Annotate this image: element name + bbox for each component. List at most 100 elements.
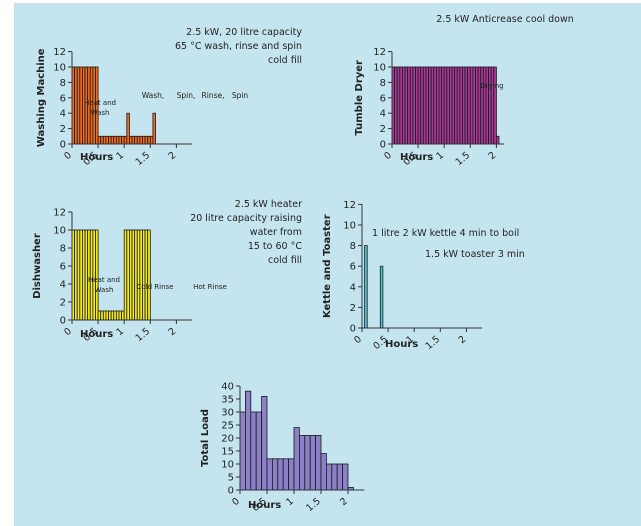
total-bar: [342, 463, 349, 491]
dryer-bar: [493, 66, 497, 145]
dryer-bar-label: Drying: [480, 82, 503, 90]
total-bar: [315, 434, 322, 491]
dishwasher-annotation: 2.5 kW heater: [235, 199, 302, 210]
total-bar: [304, 434, 311, 491]
total-y-label: Total Load: [200, 409, 211, 467]
total-y-tick-label: 5: [228, 473, 234, 484]
washing-y-tick-label: 10: [53, 63, 66, 74]
total-bar: [255, 411, 263, 491]
total-bar: [266, 458, 273, 491]
washing-bar-label: Rinse,: [202, 91, 225, 100]
dishwasher-y-tick-label: 4: [60, 280, 66, 291]
dryer-x-tick-label: 1.5: [454, 150, 473, 168]
total-bar: [250, 411, 257, 491]
dishwasher-x-tick-label: 1.5: [134, 326, 153, 344]
kettle-y-label: Kettle and Toaster: [322, 214, 333, 318]
washing-bar-label: Spin,: [177, 91, 196, 100]
kettle-y-tick-label: 6: [350, 262, 356, 273]
total-x-tick-label: 2: [338, 496, 350, 508]
dishwasher-y-tick-label: 6: [60, 262, 66, 273]
kettle-x-tick-label: 0: [352, 334, 364, 346]
washing-y-tick-label: 4: [60, 109, 66, 120]
dryer-y-tick-label: 8: [380, 78, 386, 89]
kettle-x-tick-label: 1.5: [424, 334, 443, 352]
figure-background: [14, 3, 641, 526]
dishwasher-bar: [147, 229, 151, 321]
total-x-label: Hours: [248, 500, 281, 511]
dishwasher-bar-label: Heat and: [88, 276, 120, 284]
dryer-bar: [495, 135, 500, 145]
washing-x-tick-label: 1: [114, 150, 126, 162]
washing-bar-label: Spin: [232, 91, 249, 100]
total-x-tick-label: 1: [284, 496, 296, 508]
total-bar: [282, 458, 290, 491]
dryer-x-tick-label: 2: [487, 150, 499, 162]
total-y-tick-label: 0: [228, 486, 234, 497]
kettle-y-tick-label: 0: [350, 324, 356, 335]
washing-bar-label: Wash,: [142, 91, 165, 100]
dryer-y-tick-label: 0: [380, 140, 386, 151]
kettle-bar: [379, 265, 384, 329]
kettle-annotation: 1 litre 2 kW kettle 4 min to boil: [372, 228, 519, 239]
dishwasher-annotation: water from: [250, 227, 302, 238]
dishwasher-y-tick-label: 0: [60, 316, 66, 327]
total-bar: [239, 411, 246, 491]
dryer-y-tick-label: 2: [380, 124, 386, 135]
kettle-x-label: Hours: [385, 339, 418, 350]
dishwasher-bar-label: Hot Rinse: [193, 283, 227, 291]
kettle-x-tick-label: 2: [457, 334, 469, 346]
dryer-y-tick-label: 4: [380, 109, 386, 120]
washing-annotation: 65 °C wash, rinse and spin: [175, 41, 302, 52]
dryer-x-tick-label: 1: [434, 150, 446, 162]
total-y-tick-label: 15: [221, 447, 234, 458]
total-bar: [288, 458, 295, 491]
dryer-annotation: 2.5 kW Anticrease cool down: [436, 14, 573, 25]
dishwasher-x-tick-label: 1: [114, 326, 126, 338]
kettle-y-tick-label: 10: [343, 221, 356, 232]
washing-x-tick-label: 1.5: [134, 150, 153, 168]
washing-bar: [152, 112, 156, 145]
dishwasher-y-tick-label: 10: [53, 226, 66, 237]
washing-annotation: cold fill: [268, 55, 302, 66]
total-bar: [298, 434, 306, 491]
dishwasher-x-tick-label: 2: [167, 326, 179, 338]
dishwasher-bar-label: Wash: [95, 286, 114, 294]
total-y-tick-label: 10: [221, 460, 234, 471]
dishwasher-x-tick-label: 0: [62, 326, 74, 338]
total-x-tick-label: 0: [230, 496, 242, 508]
dryer-y-label: Tumble Dryer: [354, 60, 365, 136]
total-bar: [336, 463, 344, 491]
dishwasher-bar: [95, 229, 99, 321]
total-bar: [271, 458, 279, 491]
kettle-annotation: 1.5 kW toaster 3 min: [425, 249, 525, 260]
washing-bar-label: Wash: [91, 109, 110, 117]
washing-y-tick-label: 12: [53, 47, 66, 58]
washing-bar-label: Heat and: [84, 99, 116, 107]
kettle-y-tick-label: 4: [350, 282, 356, 293]
dishwasher-bar-label: Cold Rinse: [137, 283, 174, 291]
dryer-x-label: Hours: [400, 152, 433, 163]
dishwasher-y-tick-label: 12: [53, 208, 66, 219]
total-x-tick-label: 1.5: [304, 496, 323, 514]
total-bar: [293, 427, 300, 491]
kettle-y-tick-label: 2: [350, 303, 356, 314]
kettle-x-tick-label: 1: [404, 334, 416, 346]
total-y-tick-label: 20: [221, 434, 234, 445]
total-bar: [261, 395, 268, 491]
total-y-tick-label: 35: [221, 395, 234, 406]
kettle-bar: [364, 245, 368, 329]
dryer-y-tick-label: 6: [380, 93, 386, 104]
dishwasher-y-tick-label: 2: [60, 298, 66, 309]
kettle-y-tick-label: 12: [343, 200, 356, 211]
total-bar: [277, 458, 284, 491]
dishwasher-x-label: Hours: [80, 329, 113, 340]
dishwasher-annotation: cold fill: [268, 255, 302, 266]
dishwasher-y-label: Dishwasher: [32, 233, 43, 299]
dishwasher-y-tick-label: 8: [60, 244, 66, 255]
total-bar: [244, 390, 252, 491]
